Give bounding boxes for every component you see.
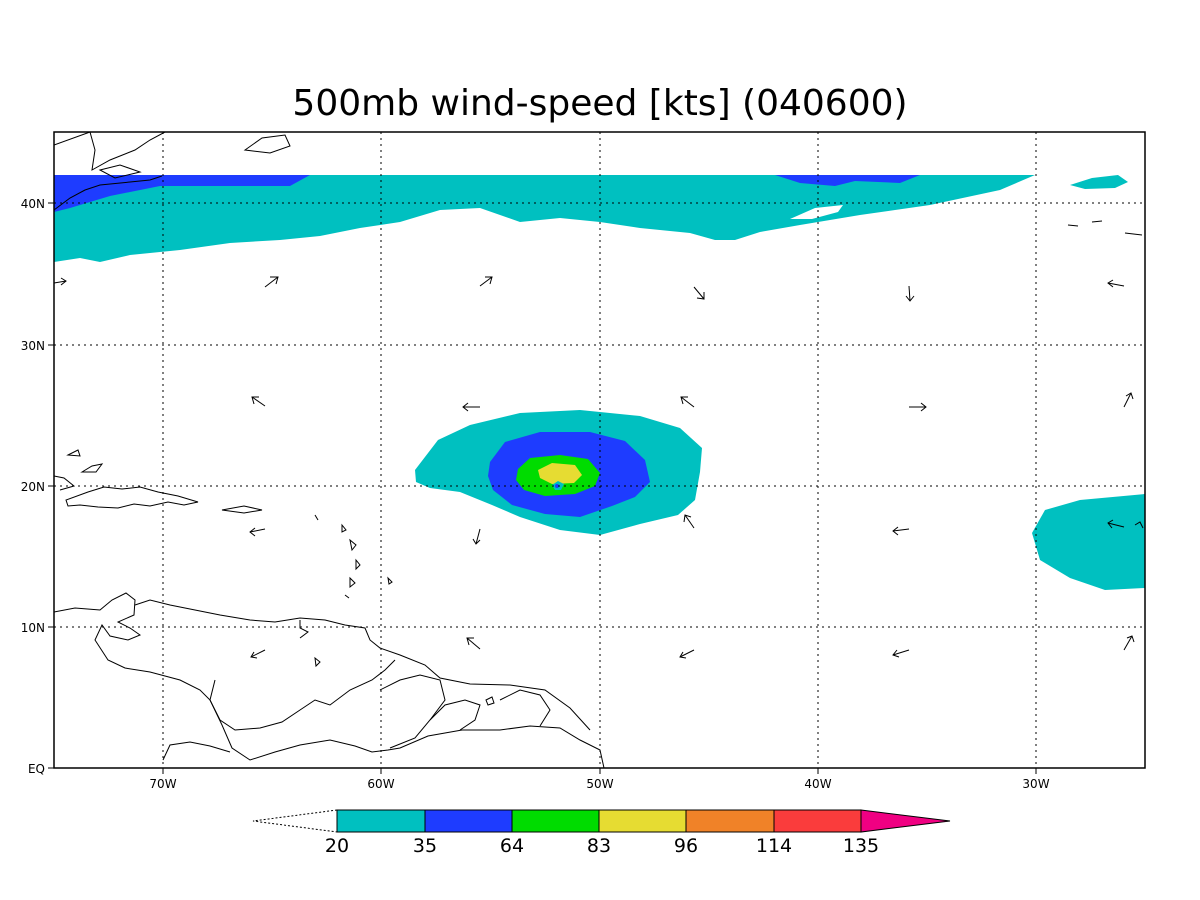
wind-arrow	[1123, 635, 1135, 651]
wind-arrow	[909, 402, 927, 412]
colorbar-label: 114	[756, 835, 792, 857]
wind-arrow	[683, 514, 695, 529]
colorbar: 20 35 64 83 96 114 135	[252, 809, 951, 857]
colorbar-segment	[336, 809, 426, 833]
x-tick-label: 40W	[804, 777, 831, 791]
wind-arrow	[1123, 392, 1134, 408]
y-tick-label: 20N	[21, 480, 45, 494]
plot-area	[54, 132, 1145, 768]
colorbar-segment	[511, 809, 600, 833]
wind-arrow	[693, 286, 705, 300]
storm-eye-center	[555, 484, 559, 488]
colorbar-label: 20	[325, 835, 349, 857]
colorbar-right-extension	[860, 809, 951, 833]
wind-arrow	[905, 285, 915, 302]
wind-contour-north-band	[54, 175, 1035, 262]
wind-contour-north-blue-west	[54, 175, 310, 212]
wind-arrow	[892, 526, 910, 536]
wind-arrow	[250, 649, 266, 659]
map-title: 500mb wind-speed [kts] (040600)	[292, 83, 907, 124]
wind-arrow	[892, 649, 910, 658]
wind-arrow	[264, 276, 279, 288]
graticule	[54, 132, 1145, 768]
wind-arrow	[251, 396, 266, 407]
colorbar-segment	[773, 809, 862, 833]
colorbar-label: 135	[843, 835, 879, 857]
colorbar-segment	[424, 809, 513, 833]
colorbar-segment	[598, 809, 687, 833]
wind-arrow	[472, 528, 481, 545]
wind-arrow	[1107, 519, 1125, 529]
wind-contour-storm-83	[538, 463, 582, 484]
x-tick-label: 70W	[149, 777, 176, 791]
x-axis-labels: 70W 60W 50W 40W 30W	[149, 777, 1049, 791]
wind-arrow	[462, 402, 480, 412]
y-tick-label: 30N	[21, 339, 45, 353]
wind-arrow	[479, 276, 493, 287]
wind-arrow	[466, 637, 481, 650]
colorbar-label: 35	[413, 835, 437, 857]
colorbar-left-extension	[252, 809, 338, 833]
colorbar-segment	[685, 809, 775, 833]
y-tick-label: 40N	[21, 197, 45, 211]
wind-contour-north-hole	[790, 205, 843, 219]
x-tick-label: 50W	[586, 777, 613, 791]
y-tick-label: 10N	[21, 621, 45, 635]
x-tick-label: 30W	[1022, 777, 1049, 791]
x-tick-label: 60W	[367, 777, 394, 791]
wind-arrow	[249, 527, 266, 537]
colorbar-label: 83	[587, 835, 611, 857]
colorbar-label: 96	[674, 835, 698, 857]
y-tick-label: EQ	[28, 762, 45, 776]
wind-contour-north-blue-east	[775, 175, 920, 186]
coastlines	[54, 132, 1144, 768]
wind-contour-ne-patch	[1070, 175, 1128, 189]
wind-vectors	[54, 276, 1135, 659]
tick-marks	[48, 202, 1037, 774]
colorbar-label: 64	[500, 835, 524, 857]
wind-arrow	[54, 277, 67, 286]
wind-arrow	[680, 396, 695, 408]
y-axis-labels: EQ 10N 20N 30N 40N	[21, 197, 45, 776]
wind-arrow	[1107, 279, 1125, 288]
wind-arrow	[679, 649, 695, 659]
wind-contour-east-patch	[1032, 494, 1145, 590]
